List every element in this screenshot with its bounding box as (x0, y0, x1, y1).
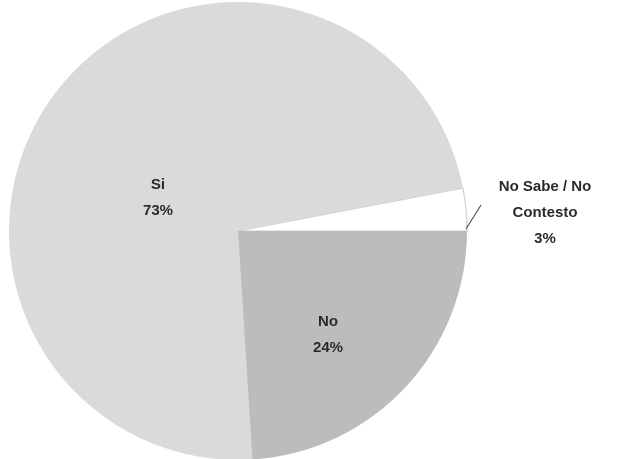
pie-slice (238, 231, 467, 459)
value-label: 3% (534, 230, 556, 247)
leader-line (465, 204, 482, 230)
slice-label: No 24% (268, 309, 388, 361)
value-label: 24% (312, 339, 344, 356)
slice-label: No Sabe / No Contesto 3% (482, 174, 608, 252)
pie-slice (9, 2, 463, 459)
category-label: No (318, 313, 338, 330)
pie-slice (237, 187, 468, 232)
slice-label: Si 73% (98, 172, 218, 224)
value-label: 73% (142, 202, 174, 219)
category-label: No Sabe / No Contesto (498, 178, 592, 221)
category-label: Si (150, 176, 166, 193)
